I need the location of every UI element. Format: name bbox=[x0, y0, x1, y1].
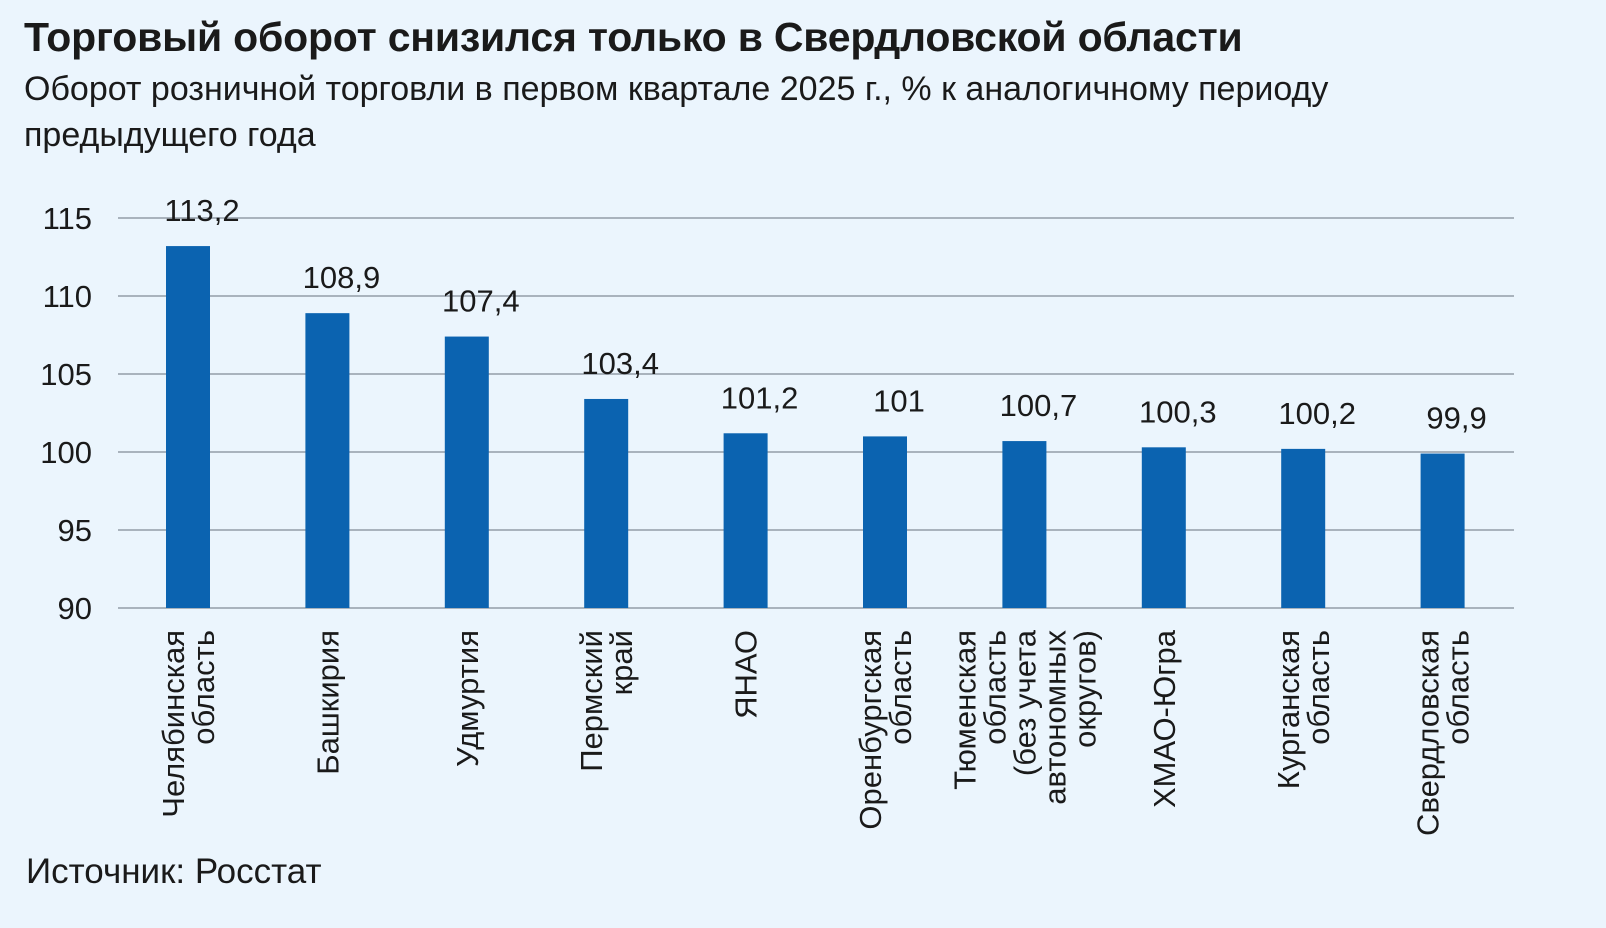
bar bbox=[723, 433, 768, 608]
data-label: 99,9 bbox=[1426, 401, 1486, 436]
y-tick-label: 90 bbox=[58, 591, 92, 626]
data-label: 100,3 bbox=[1139, 394, 1217, 429]
x-tick-label-line: ЯНАО bbox=[729, 630, 764, 719]
x-tick-label: Удмуртия bbox=[450, 630, 485, 767]
bar bbox=[1281, 448, 1326, 608]
data-label: 101,2 bbox=[721, 380, 799, 415]
x-tick-label-line: Челябинская bbox=[156, 630, 191, 818]
y-tick-label: 105 bbox=[40, 357, 92, 392]
x-tick-label-line: Тюменская bbox=[947, 630, 982, 790]
bar bbox=[863, 436, 907, 608]
x-tick-label-line: область bbox=[883, 630, 918, 745]
bar bbox=[1141, 447, 1186, 608]
x-tick-label-line: ХМАО-Югра bbox=[1147, 629, 1182, 808]
bar bbox=[584, 398, 629, 608]
x-tick-label-line: (без учета bbox=[1007, 629, 1042, 776]
bar bbox=[166, 246, 210, 608]
chart-subtitle: Оборот розничной торговли в первом кварт… bbox=[24, 70, 1329, 154]
y-tick-label: 110 bbox=[43, 279, 92, 314]
x-tick-label-line: Свердловская bbox=[1411, 630, 1446, 836]
x-tick-label-line: область bbox=[977, 630, 1012, 745]
x-tick-label-line: Башкирия bbox=[310, 630, 345, 775]
source-note: Источник: Росстат bbox=[26, 852, 322, 891]
x-tick-label-line: Пермский bbox=[574, 630, 609, 772]
x-tick-label-line: область bbox=[1301, 630, 1336, 745]
data-label: 101 bbox=[873, 383, 925, 418]
y-tick-label: 95 bbox=[58, 513, 92, 548]
x-tick-label-line: Оренбургская bbox=[853, 630, 888, 830]
x-tick-label: Башкирия bbox=[310, 630, 345, 775]
data-label: 100,7 bbox=[1000, 388, 1078, 423]
chart-title: Торговый оборот снизился только в Свердл… bbox=[24, 14, 1243, 60]
data-label: 113,2 bbox=[164, 193, 239, 228]
data-label: 107,4 bbox=[442, 284, 520, 319]
bar bbox=[1420, 453, 1465, 608]
y-tick-label: 115 bbox=[43, 201, 92, 236]
x-tick-label-line: автономных bbox=[1037, 630, 1072, 805]
x-tick-label-line: край bbox=[604, 630, 639, 695]
x-tick-label-line: область bbox=[1441, 630, 1476, 745]
bar bbox=[305, 313, 350, 608]
x-tick-label-line: область bbox=[186, 630, 221, 745]
x-tick-label-line: округов) bbox=[1067, 630, 1102, 748]
x-tick-label: ХМАО-Югра bbox=[1147, 629, 1182, 808]
bar bbox=[1002, 441, 1047, 608]
data-label: 100,2 bbox=[1278, 396, 1356, 431]
x-tick-label: ЯНАО bbox=[729, 630, 764, 719]
x-tick-label-line: Удмуртия bbox=[450, 630, 485, 767]
y-tick-label: 100 bbox=[40, 435, 92, 470]
data-label: 108,9 bbox=[303, 260, 381, 295]
data-label: 103,4 bbox=[581, 346, 659, 381]
bar bbox=[444, 336, 489, 608]
x-tick-label-line: Курганская bbox=[1271, 630, 1306, 789]
